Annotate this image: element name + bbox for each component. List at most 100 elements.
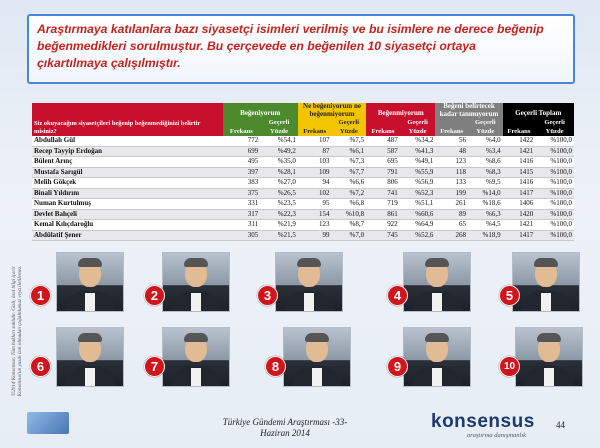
cell-lp: %35,0 bbox=[260, 156, 298, 168]
cell-dp: %34,2 bbox=[399, 136, 436, 147]
sub-freq: Frekans bbox=[435, 118, 468, 136]
cell-dp: %49,1 bbox=[399, 156, 436, 168]
page-number: 44 bbox=[556, 420, 565, 430]
photo-politician-5 bbox=[512, 252, 580, 312]
intro-text: Araştırmaya katılanlara bazı siyasetçi i… bbox=[37, 21, 565, 72]
cell-uf: 89 bbox=[435, 209, 468, 220]
cell-uf: 261 bbox=[435, 198, 468, 210]
cell-tp: %100,0 bbox=[535, 156, 574, 168]
sub-freq: Frekans bbox=[222, 118, 261, 136]
cell-nf: 102 bbox=[297, 188, 332, 199]
intro-box: Araştırmaya katılanlara bazı siyasetçi i… bbox=[27, 14, 575, 84]
table-row: Mustafa Sarıgül 397 %28,1 109 %7,7 791 %55,9 11… bbox=[32, 167, 574, 178]
group-dislike-header: Beğenmiyorum bbox=[366, 103, 436, 118]
group-neutral-header: Ne beğeniyorum ne beğenmiyorum bbox=[297, 103, 367, 118]
sub-freq: Frekans bbox=[297, 118, 332, 136]
cell-tp: %100,0 bbox=[535, 198, 574, 210]
footer-title-line-1: Türkiye Gündemi Araştırması -33- bbox=[222, 417, 348, 427]
cell-tp: %100,0 bbox=[535, 167, 574, 178]
table-body: Abdullah Gül 772 %54,1 107 %7,5 487 %34,2 56 %4,… bbox=[32, 136, 574, 241]
cell-lf: 495 bbox=[222, 156, 261, 168]
cell-np: %7,7 bbox=[331, 167, 367, 178]
cell-lf: 331 bbox=[222, 198, 261, 210]
politician-name: Numan Kurtulmuş bbox=[32, 198, 223, 210]
cell-tp: %100,0 bbox=[535, 209, 574, 220]
cell-df: 791 bbox=[366, 167, 400, 178]
cell-dp: %60,6 bbox=[399, 209, 436, 220]
politician-name: Binali Yıldırım bbox=[32, 188, 223, 199]
rank-badge-2: 2 bbox=[144, 285, 165, 306]
sub-pct: Geçerli Yüzde bbox=[331, 118, 367, 136]
cell-df: 587 bbox=[366, 146, 400, 157]
cell-tp: %100,0 bbox=[535, 219, 574, 231]
rank-badge-9: 9 bbox=[387, 356, 408, 377]
rank-badge-5: 5 bbox=[499, 285, 520, 306]
sub-freq: Frekans bbox=[366, 118, 400, 136]
cell-up: %8,3 bbox=[467, 167, 503, 178]
cell-tf: 1422 bbox=[502, 136, 536, 147]
cell-nf: 107 bbox=[297, 136, 332, 147]
cell-df: 745 bbox=[366, 230, 400, 241]
cell-up: %8,6 bbox=[467, 156, 503, 168]
cell-lf: 383 bbox=[222, 177, 261, 189]
cell-df: 695 bbox=[366, 156, 400, 168]
photo-politician-9 bbox=[403, 327, 471, 387]
table-row: Kemal Kılıçdaroğlu 311 %21,9 123 %8,7 922 %64,… bbox=[32, 219, 574, 231]
cell-df: 719 bbox=[366, 198, 400, 210]
rank-badge-7: 7 bbox=[144, 356, 165, 377]
politician-name: Bülent Arınç bbox=[32, 156, 223, 168]
group-like-header: Beğeniyorum bbox=[222, 103, 298, 118]
cell-dp: %56,9 bbox=[399, 177, 436, 189]
cell-np: %7,0 bbox=[331, 230, 367, 241]
cell-lf: 397 bbox=[222, 167, 261, 178]
cell-lp: %21,9 bbox=[260, 219, 298, 231]
cell-np: %7,3 bbox=[331, 156, 367, 168]
cell-dp: %55,9 bbox=[399, 167, 436, 178]
cell-np: %6,8 bbox=[331, 198, 367, 210]
cell-nf: 109 bbox=[297, 167, 332, 178]
sub-freq: Frekans bbox=[502, 118, 536, 136]
table-row: Bülent Arınç 495 %35,0 103 %7,3 695 %49,1 123 %8… bbox=[32, 156, 574, 168]
cell-lp: %26,5 bbox=[260, 188, 298, 199]
cell-dp: %51,1 bbox=[399, 198, 436, 210]
cell-lp: %28,1 bbox=[260, 167, 298, 178]
sub-pct: Geçerli Yüzde bbox=[535, 118, 574, 136]
politician-name: Mustafa Sarıgül bbox=[32, 167, 223, 178]
photo-politician-1 bbox=[56, 252, 124, 312]
cell-df: 861 bbox=[366, 209, 400, 220]
cell-tp: %100,0 bbox=[535, 188, 574, 199]
cell-lp: %49,2 bbox=[260, 146, 298, 157]
table-row: Binali Yıldırım 375 %26,5 102 %7,2 741 %52,3 19… bbox=[32, 188, 574, 199]
politician-name: Abdülatif Şener bbox=[32, 230, 223, 241]
cell-tf: 1421 bbox=[502, 219, 536, 231]
cell-tp: %100,0 bbox=[535, 177, 574, 189]
group-unsure-header: Beğeni belirtecek kadar tanımıyorum bbox=[435, 103, 503, 118]
cell-lf: 317 bbox=[222, 209, 261, 220]
table-row: Devlet Bahçeli 317 %22,3 154 %10,8 861 %60,6 89… bbox=[32, 209, 574, 220]
cell-up: %3,4 bbox=[467, 146, 503, 157]
cell-tp: %100,0 bbox=[535, 136, 574, 147]
cell-df: 487 bbox=[366, 136, 400, 147]
table-row: Recep Tayyip Erdoğan 699 %49,2 87 %6,1 587 %41… bbox=[32, 146, 574, 157]
rank-badge-8: 8 bbox=[265, 356, 286, 377]
cell-df: 806 bbox=[366, 177, 400, 189]
cell-np: %6,6 bbox=[331, 177, 367, 189]
cell-lp: %21,5 bbox=[260, 230, 298, 241]
question-header: Siz okuyacağım siyasetçileri beğenip beğ… bbox=[32, 103, 223, 136]
cell-uf: 65 bbox=[435, 219, 468, 231]
table-row: Abdülatif Şener 305 %21,5 99 %7,0 745 %52,6 268… bbox=[32, 230, 574, 241]
cell-dp: %52,3 bbox=[399, 188, 436, 199]
photo-politician-10 bbox=[515, 327, 583, 387]
table-row: Numan Kurtulmuş 331 %23,5 95 %6,8 719 %51,1 261… bbox=[32, 198, 574, 210]
cell-up: %18,6 bbox=[467, 198, 503, 210]
cell-np: %6,1 bbox=[331, 146, 367, 157]
intro-line-3: çıkartılmaya çalışılmıştır. bbox=[37, 56, 181, 70]
cell-nf: 95 bbox=[297, 198, 332, 210]
cell-tf: 1416 bbox=[502, 156, 536, 168]
politician-name: Recep Tayyip Erdoğan bbox=[32, 146, 223, 157]
politician-name: Melih Gökçek bbox=[32, 177, 223, 189]
survey-table: Siz okuyacağım siyasetçileri beğenip beğ… bbox=[32, 103, 574, 241]
cell-lf: 772 bbox=[222, 136, 261, 147]
copyright-note: ©2014 Konsensus. Tüm hakları saklıdır. G… bbox=[11, 265, 23, 397]
cell-lf: 375 bbox=[222, 188, 261, 199]
